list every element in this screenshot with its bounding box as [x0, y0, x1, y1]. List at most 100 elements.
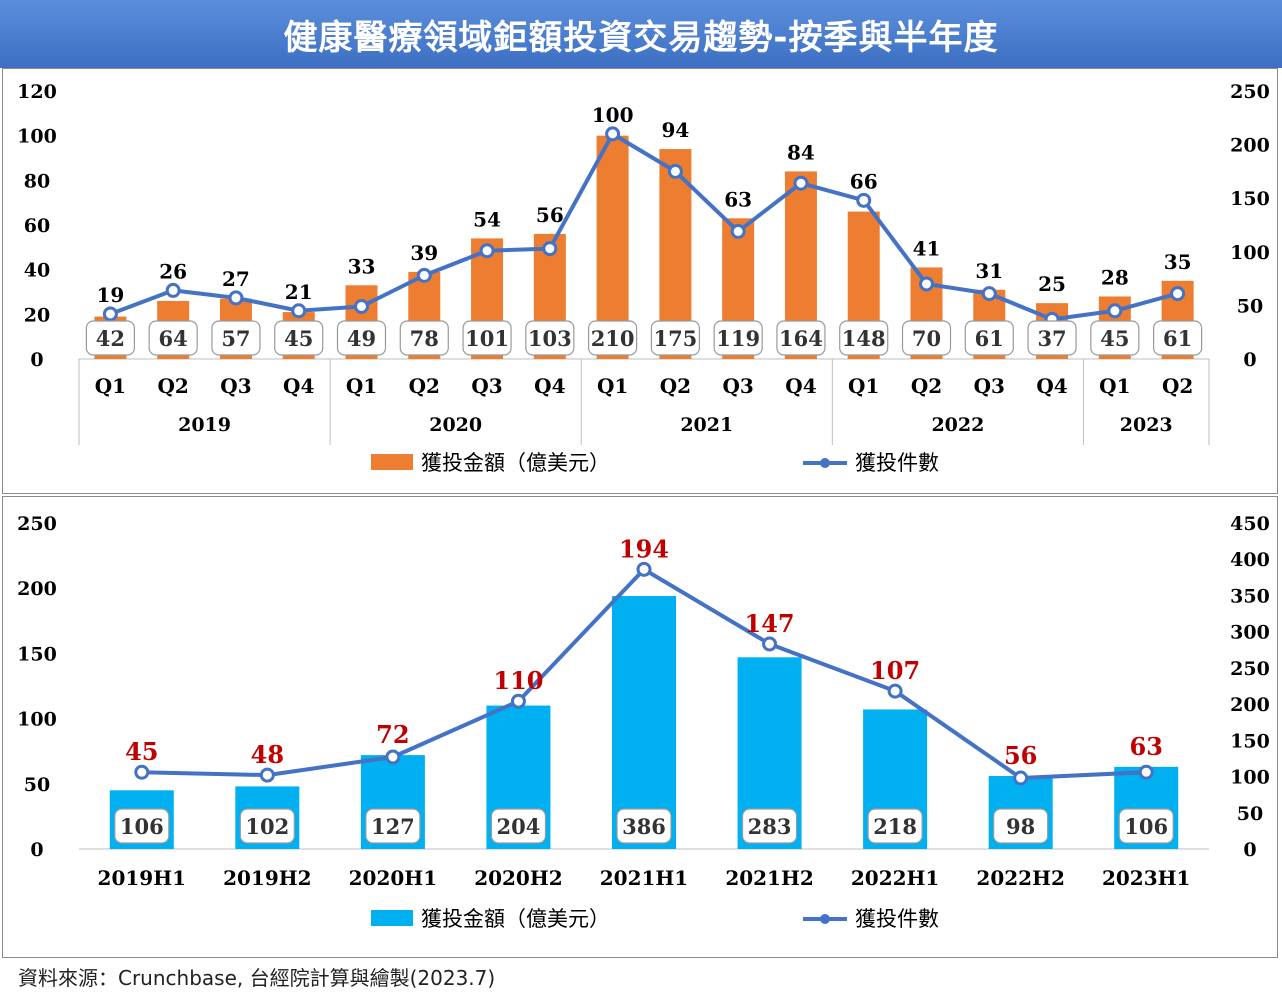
count-label-box [650, 320, 700, 356]
left-axis-tick-label: 0 [30, 349, 43, 371]
count-line [109, 131, 1179, 322]
bar-value-label: 107 [870, 656, 920, 685]
count-label: 119 [716, 326, 760, 351]
legend-line-label: 獲投件數 [855, 907, 939, 931]
bar-value-label: 54 [473, 207, 501, 231]
count-label-box [964, 320, 1014, 356]
legend-bar-swatch [371, 910, 413, 926]
right-axis-tick-label: 150 [1230, 730, 1270, 752]
legend-line-label: 獲投件數 [855, 451, 939, 475]
left-axis-tick-label: 120 [17, 81, 57, 103]
right-axis-tick-label: 50 [1237, 803, 1263, 825]
line-marker [479, 243, 495, 259]
left-axis-tick-label: 200 [17, 578, 57, 600]
quarterly-chart: 0 20 40 60 80 100 120 0 50 100 150 200 250 19 26 27 21 33… [17, 81, 1270, 475]
count-label: 61 [1163, 326, 1192, 351]
line-marker [510, 693, 526, 709]
right-axis-tick-label: 400 [1230, 549, 1270, 571]
half-year-chart: 0 50 100 150 200 250 0 50 100 150 200 250 300 350 400 4… [17, 513, 1270, 931]
count-label-box [274, 320, 324, 356]
category-label: Q3 [471, 374, 502, 398]
count-label: 37 [1037, 326, 1066, 351]
count-label: 49 [347, 326, 376, 351]
count-label: 78 [410, 326, 439, 351]
count-label-box [148, 320, 198, 356]
count-label: 98 [1006, 814, 1035, 839]
left-axis-tick-label: 40 [24, 260, 50, 282]
year-label: 2021 [680, 414, 733, 436]
count-label-box [867, 808, 923, 844]
count-label-box [1153, 320, 1203, 356]
right-axis-tick-label: 450 [1230, 513, 1270, 535]
count-label: 218 [873, 814, 917, 839]
category-label: 2020H2 [474, 866, 562, 890]
chart-title: 健康醫療領域鉅額投資交易趨勢-按季與半年度 [283, 17, 999, 58]
right-axis-tick-label: 200 [1230, 694, 1270, 716]
line-marker [542, 241, 558, 257]
left-axis-tick-label: 20 [24, 304, 50, 326]
year-label: 2022 [931, 414, 984, 436]
right-axis-tick-label: 150 [1230, 188, 1270, 210]
count-label-box [616, 808, 672, 844]
count-label-box [365, 808, 421, 844]
line-marker [1107, 303, 1123, 319]
left-axis-tick-label: 50 [24, 774, 50, 796]
count-label: 106 [1124, 814, 1168, 839]
line-marker [291, 303, 307, 319]
bar-value-label: 26 [159, 259, 187, 283]
line-marker [134, 764, 150, 780]
count-label-box [490, 808, 547, 844]
count-label: 101 [465, 326, 509, 351]
right-axis-tick-label: 100 [1230, 767, 1270, 789]
line-marker [730, 223, 746, 239]
count-label-box [114, 808, 170, 844]
bar-value-label: 84 [787, 140, 815, 164]
bar-value-label: 39 [410, 241, 438, 265]
right-axis-tick-label: 300 [1230, 622, 1270, 644]
bar-value-label: 100 [592, 103, 634, 127]
bar-value-label: 28 [1101, 265, 1129, 289]
legend-line-marker [820, 914, 830, 924]
left-axis-tick-label: 60 [24, 215, 50, 237]
right-axis-tick-label: 50 [1237, 295, 1263, 317]
count-label-box [462, 320, 512, 356]
bar-value-label: 48 [251, 740, 284, 769]
count-label-box [776, 320, 826, 356]
year-label: 2019 [178, 414, 231, 436]
count-label: 164 [779, 326, 823, 351]
count-label: 103 [528, 326, 572, 351]
category-label: Q2 [1162, 374, 1193, 398]
category-label: Q3 [974, 374, 1005, 398]
category-label: 2021H1 [600, 866, 688, 890]
category-label: Q1 [848, 374, 879, 398]
line-marker [102, 306, 118, 322]
left-axis-tick-label: 250 [17, 513, 57, 535]
year-label: 2020 [429, 414, 482, 436]
count-label: 70 [912, 326, 941, 351]
bar-value-label: 63 [724, 187, 752, 211]
left-axis-tick-label: 100 [17, 126, 57, 148]
bar-value-label: 33 [348, 254, 376, 278]
count-label: 204 [497, 814, 541, 839]
category-label: Q1 [1099, 374, 1130, 398]
category-label: Q4 [785, 374, 816, 398]
count-label: 283 [748, 814, 792, 839]
bar-value-label: 56 [536, 203, 564, 227]
count-label: 210 [591, 326, 635, 351]
count-label-box [399, 320, 449, 356]
category-label: Q2 [157, 374, 188, 398]
title-bar: 健康醫療領域鉅額投資交易趨勢-按季與半年度 [0, 0, 1282, 68]
right-axis-tick-label: 250 [1230, 81, 1270, 103]
line-marker [793, 175, 809, 191]
count-label-box [993, 808, 1049, 844]
half-year-chart-panel: 0 50 100 150 200 250 0 50 100 150 200 250 300 350 400 4… [2, 496, 1278, 958]
legend-line-marker [820, 458, 830, 468]
line-marker [762, 636, 778, 652]
bar-value-label: 110 [493, 666, 543, 695]
count-label-box [1118, 808, 1174, 844]
bar-value-label: 45 [125, 737, 158, 766]
line-marker [919, 276, 934, 292]
bar-value-label: 56 [1004, 741, 1037, 770]
right-axis-tick-label: 0 [1243, 349, 1256, 371]
category-label: 2022H2 [976, 866, 1064, 890]
